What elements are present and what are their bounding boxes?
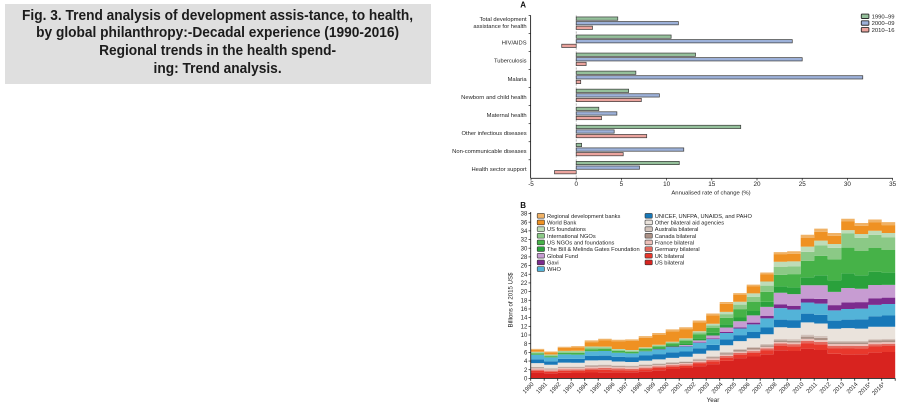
svg-text:Billions of 2015 US$: Billions of 2015 US$ [508, 272, 515, 327]
svg-text:24: 24 [521, 272, 528, 278]
svg-text:US NGOs and foundations: US NGOs and foundations [547, 240, 614, 246]
svg-text:France bilateral: France bilateral [655, 240, 694, 246]
svg-text:2007: 2007 [752, 382, 766, 396]
svg-text:0: 0 [524, 377, 528, 383]
svg-text:Non-communicable diseases: Non-communicable diseases [452, 149, 527, 155]
svg-text:20: 20 [753, 181, 761, 188]
svg-text:22: 22 [521, 281, 528, 287]
svg-text:2016*: 2016* [871, 381, 887, 397]
svg-text:2015*: 2015* [858, 381, 874, 397]
svg-text:World Bank: World Bank [547, 220, 576, 226]
svg-text:2008: 2008 [765, 381, 779, 395]
svg-text:2003: 2003 [698, 381, 712, 395]
svg-text:8: 8 [524, 342, 528, 348]
svg-text:2000–09: 2000–09 [872, 21, 895, 27]
svg-text:US bilateral: US bilateral [655, 260, 684, 266]
svg-text:0: 0 [574, 181, 578, 188]
svg-text:1994: 1994 [576, 381, 590, 395]
svg-text:WHO: WHO [547, 267, 561, 273]
svg-text:18: 18 [521, 298, 528, 304]
svg-text:International NGOs: International NGOs [547, 234, 596, 240]
svg-text:UK bilateral: UK bilateral [655, 254, 684, 260]
svg-text:1993: 1993 [563, 381, 577, 395]
svg-text:Other bilateral aid agencies: Other bilateral aid agencies [655, 220, 724, 226]
svg-text:2000: 2000 [657, 381, 671, 395]
svg-text:38: 38 [521, 212, 528, 218]
svg-text:32: 32 [521, 238, 528, 244]
svg-text:1992: 1992 [549, 382, 563, 396]
svg-text:2001: 2001 [671, 382, 685, 396]
svg-text:5: 5 [620, 181, 624, 188]
svg-text:1999: 1999 [644, 382, 658, 396]
svg-text:2013: 2013 [833, 381, 847, 395]
svg-text:35: 35 [889, 181, 897, 188]
svg-text:20: 20 [521, 290, 528, 296]
svg-text:15: 15 [708, 181, 716, 188]
svg-text:36: 36 [521, 220, 528, 226]
svg-text:Malaria: Malaria [508, 77, 528, 83]
svg-text:US foundations: US foundations [547, 227, 586, 233]
svg-text:2010–16: 2010–16 [872, 28, 896, 34]
svg-text:1998: 1998 [630, 381, 644, 395]
svg-text:28: 28 [521, 255, 528, 261]
svg-text:Year: Year [707, 397, 720, 404]
svg-text:16: 16 [521, 307, 528, 313]
svg-text:2004: 2004 [711, 381, 725, 395]
svg-text:10: 10 [663, 181, 671, 188]
svg-text:Global Fund: Global Fund [547, 254, 578, 260]
svg-text:Canada bilateral: Canada bilateral [655, 234, 696, 240]
svg-text:2012: 2012 [819, 382, 833, 396]
svg-text:6: 6 [524, 350, 528, 356]
svg-text:B: B [520, 201, 526, 210]
svg-text:Tuberculosis: Tuberculosis [494, 59, 527, 65]
svg-text:2002: 2002 [684, 382, 698, 396]
svg-text:1995: 1995 [590, 381, 604, 395]
svg-text:12: 12 [521, 324, 528, 330]
svg-text:2006: 2006 [738, 381, 752, 395]
svg-text:1997: 1997 [617, 382, 631, 396]
svg-text:-5: -5 [528, 181, 534, 188]
svg-text:26: 26 [521, 264, 528, 270]
svg-text:HIV/AIDS: HIV/AIDS [502, 41, 527, 47]
svg-text:Gavi: Gavi [547, 260, 559, 266]
svg-text:assistance for health: assistance for health [473, 24, 526, 30]
svg-text:4: 4 [524, 359, 528, 365]
svg-text:The Bill & Melinda Gates Found: The Bill & Melinda Gates Foundation [547, 247, 640, 253]
svg-text:34: 34 [521, 229, 528, 235]
svg-text:2011: 2011 [806, 382, 819, 395]
svg-text:1990: 1990 [522, 381, 536, 395]
svg-text:2010: 2010 [792, 381, 806, 395]
svg-text:Regional development banks: Regional development banks [547, 214, 621, 220]
svg-text:UNICEF, UNFPA, UNAIDS, and PAH: UNICEF, UNFPA, UNAIDS, and PAHO [655, 214, 753, 220]
svg-text:30: 30 [521, 246, 528, 252]
svg-text:2009: 2009 [779, 382, 793, 396]
svg-text:Health sector support: Health sector support [471, 167, 526, 173]
svg-text:Maternal health: Maternal health [487, 113, 527, 119]
svg-text:A: A [520, 1, 526, 10]
svg-text:Annualised rate of change (%): Annualised rate of change (%) [671, 191, 750, 197]
svg-text:10: 10 [521, 333, 528, 339]
svg-text:2: 2 [524, 368, 528, 374]
svg-text:Newborn and child health: Newborn and child health [461, 95, 526, 101]
svg-text:2005: 2005 [725, 381, 739, 395]
svg-text:1990–99: 1990–99 [872, 14, 895, 20]
svg-text:14: 14 [521, 316, 528, 322]
svg-text:25: 25 [799, 181, 807, 188]
svg-text:Germany bilateral: Germany bilateral [655, 247, 700, 253]
svg-text:Total development: Total development [480, 17, 527, 23]
svg-text:1996: 1996 [603, 381, 617, 395]
svg-text:Australia bilateral: Australia bilateral [655, 227, 699, 233]
svg-text:30: 30 [844, 181, 852, 188]
svg-text:Other infectious diseases: Other infectious diseases [462, 131, 527, 137]
svg-text:1991: 1991 [536, 382, 550, 396]
